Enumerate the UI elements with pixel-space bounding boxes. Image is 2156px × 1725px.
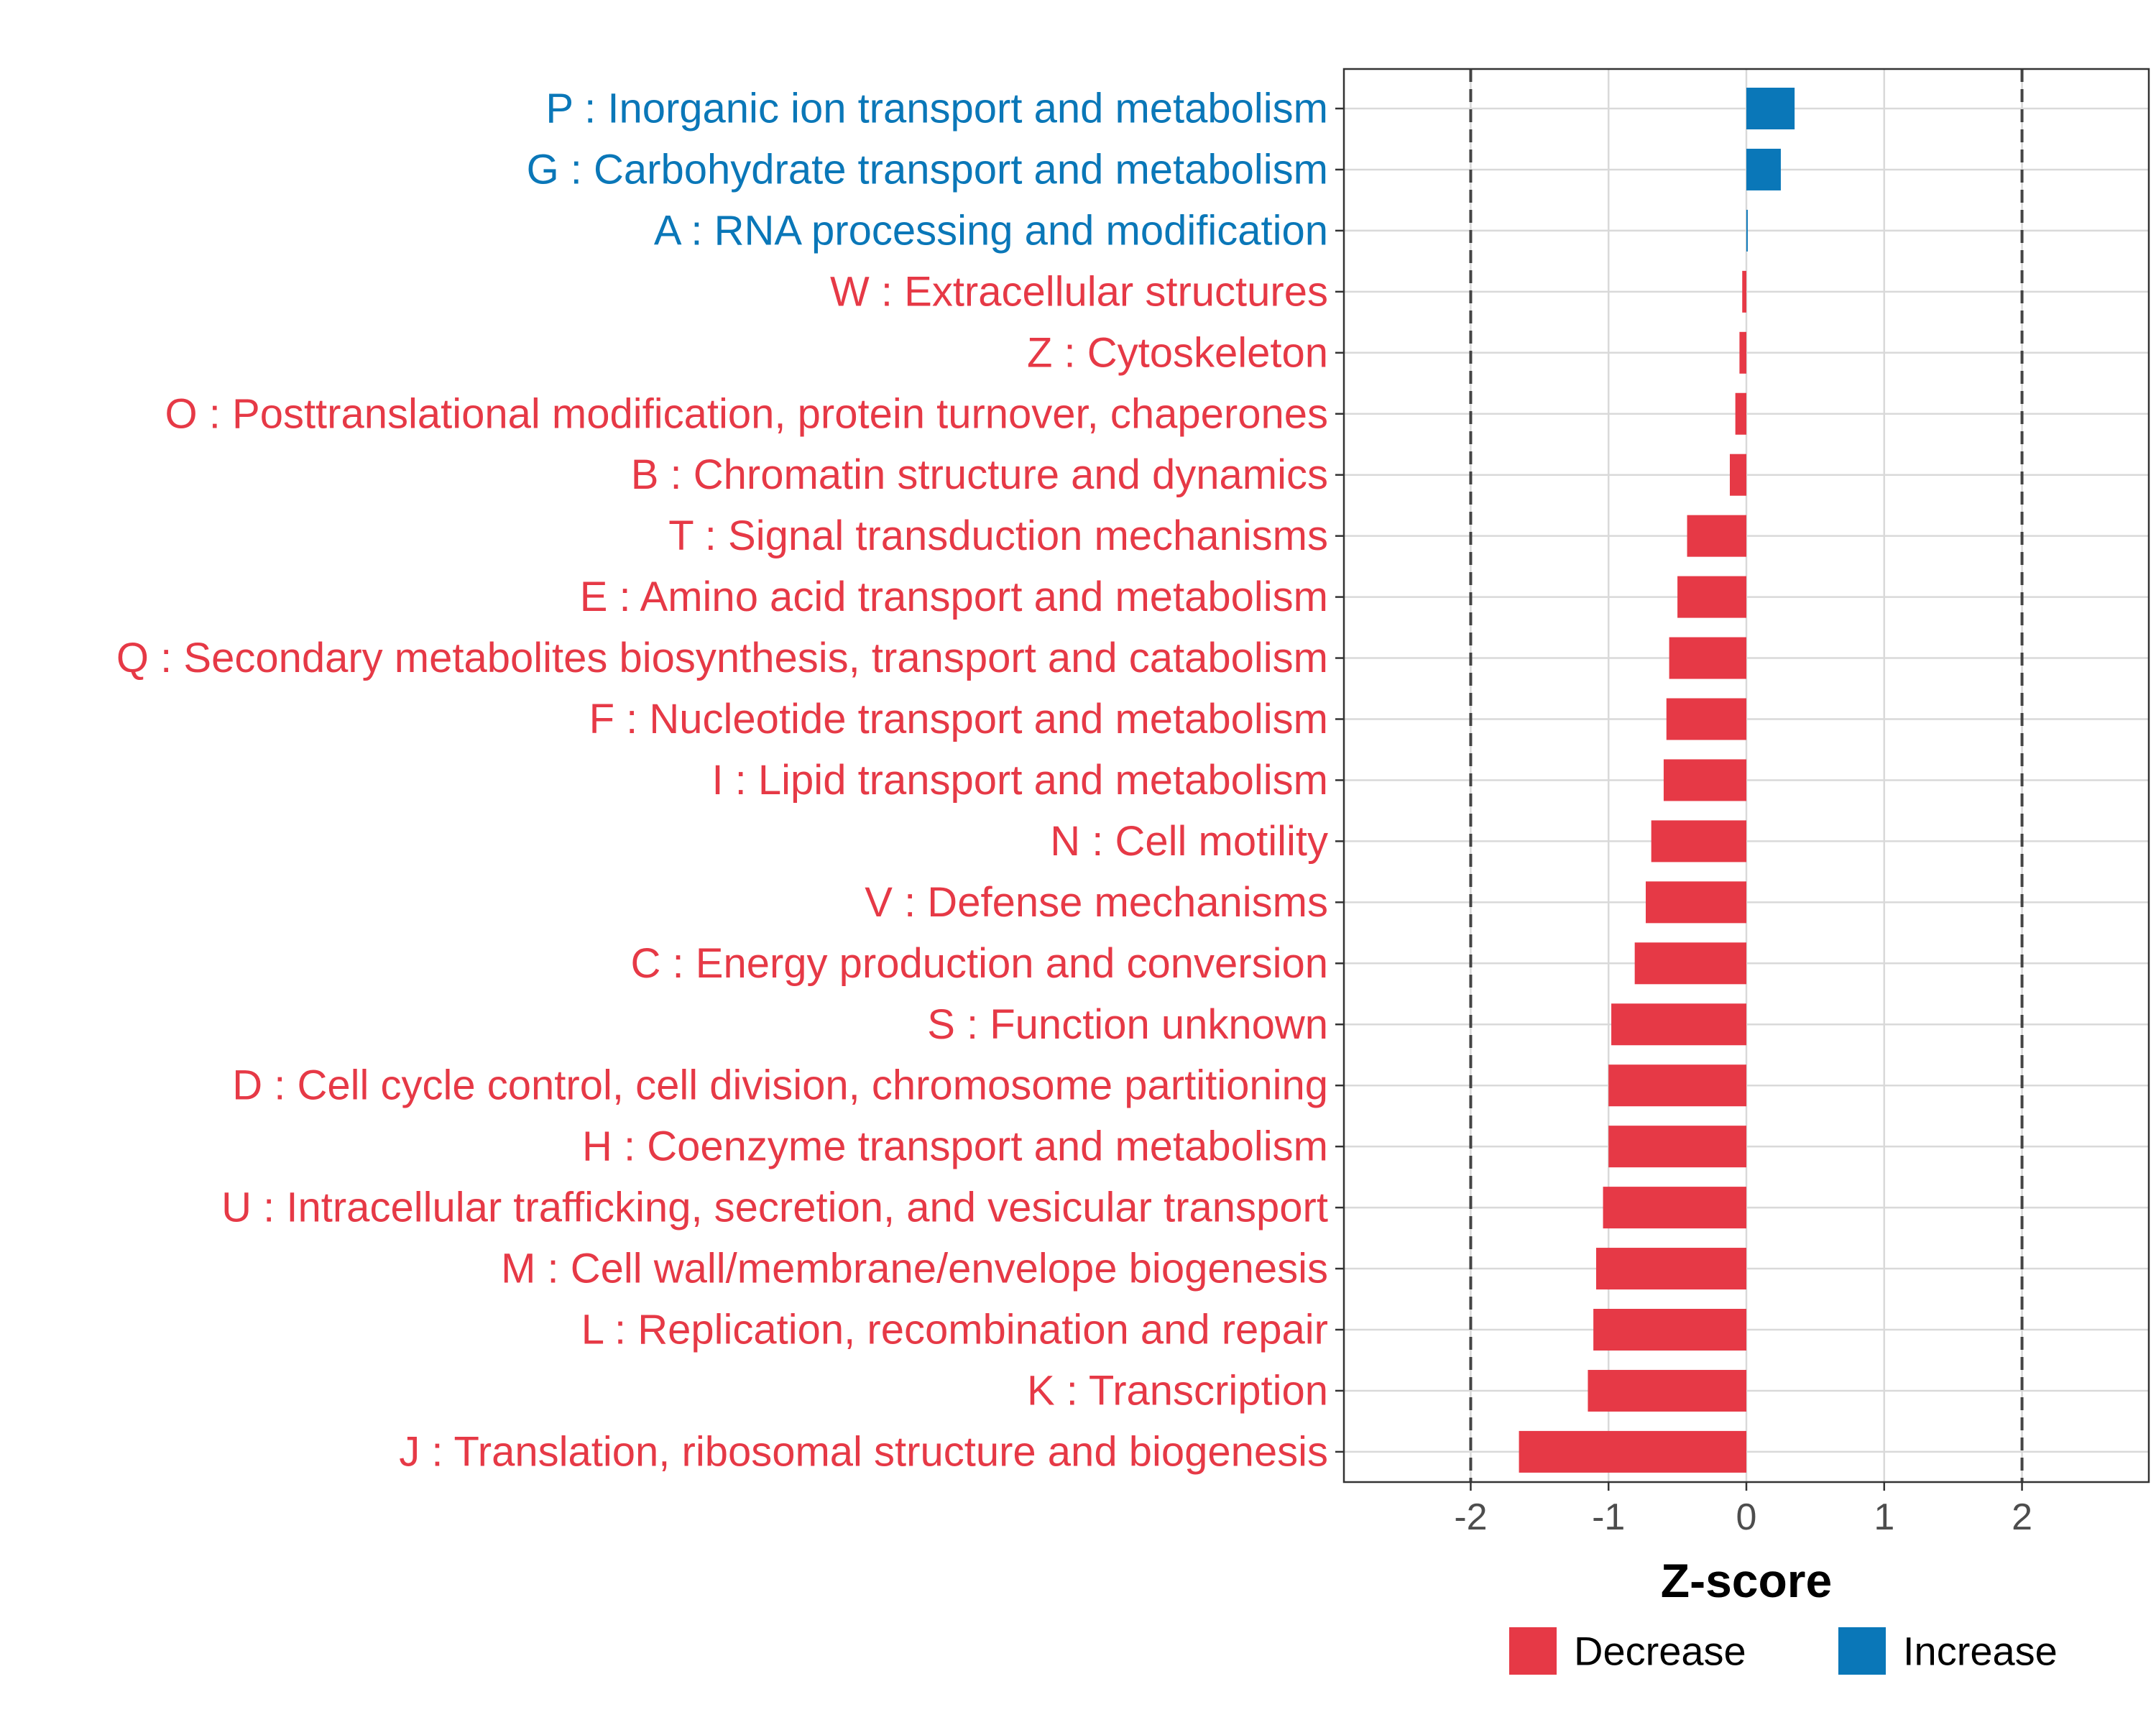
x-tick-label-3: 1	[1874, 1496, 1894, 1538]
bar-15	[1611, 1003, 1746, 1046]
category-label-11: I : Lipid transport and metabolism	[711, 757, 1328, 804]
bar-16	[1608, 1064, 1746, 1107]
category-label-0: P : Inorganic ion transport and metaboli…	[545, 86, 1328, 132]
bars	[1519, 88, 1795, 1473]
legend-label-increase: Increase	[1903, 1629, 2058, 1674]
bar-5	[1735, 392, 1746, 435]
bar-4	[1739, 331, 1746, 374]
x-tick-label-2: 0	[1736, 1496, 1757, 1538]
bar-0	[1746, 88, 1795, 129]
legend-swatch-decrease	[1509, 1627, 1557, 1675]
bar-2	[1746, 209, 1748, 252]
category-label-14: C : Energy production and conversion	[631, 940, 1328, 987]
bar-19	[1595, 1248, 1746, 1290]
legend-swatch-increase	[1838, 1627, 1886, 1675]
category-label-2: A : RNA processing and modification	[654, 207, 1328, 254]
bar-18	[1603, 1187, 1746, 1229]
bar-21	[1588, 1369, 1746, 1412]
x-axis-title: Z-score	[1661, 1554, 1832, 1607]
category-label-20: L : Replication, recombination and repai…	[581, 1307, 1328, 1353]
bar-10	[1666, 698, 1746, 740]
bar-7	[1687, 515, 1746, 557]
x-tick-label-4: 2	[2012, 1496, 2032, 1538]
y-axis-ticks	[1335, 107, 1344, 1453]
legend: Decrease Increase	[1509, 1627, 2058, 1675]
bar-12	[1651, 820, 1746, 862]
category-label-22: J : Translation, ribosomal structure and…	[399, 1428, 1328, 1475]
category-label-15: S : Function unknown	[927, 1001, 1328, 1048]
category-labels: P : Inorganic ion transport and metaboli…	[116, 86, 1328, 1476]
bar-6	[1729, 454, 1746, 496]
bar-22	[1519, 1430, 1746, 1473]
x-axis-ticks: -2 -1 0 1 2	[1454, 1482, 2032, 1538]
bar-14	[1634, 942, 1746, 985]
category-label-6: B : Chromatin structure and dynamics	[631, 451, 1328, 498]
legend-label-decrease: Decrease	[1574, 1629, 1746, 1674]
bar-17	[1608, 1126, 1746, 1168]
bar-8	[1677, 576, 1746, 618]
bar-20	[1593, 1309, 1746, 1351]
bar-9	[1669, 637, 1746, 679]
bar-11	[1663, 759, 1746, 801]
x-tick-label-1: -1	[1592, 1496, 1625, 1538]
category-label-16: D : Cell cycle control, cell division, c…	[232, 1062, 1328, 1109]
category-label-5: O : Posttranslational modification, prot…	[165, 390, 1328, 437]
reference-lines	[1469, 69, 2024, 1482]
category-label-21: K : Transcription	[1027, 1367, 1328, 1414]
category-label-9: Q : Secondary metabolites biosynthesis, …	[116, 635, 1328, 681]
category-label-1: G : Carbohydrate transport and metabolis…	[527, 146, 1328, 193]
category-label-12: N : Cell motility	[1050, 818, 1328, 865]
bar-1	[1746, 148, 1781, 190]
bar-3	[1742, 270, 1746, 313]
category-label-3: W : Extracellular structures	[830, 268, 1328, 315]
category-label-10: F : Nucleotide transport and metabolism	[589, 696, 1328, 742]
category-label-7: T : Signal transduction mechanisms	[668, 512, 1328, 559]
category-label-19: M : Cell wall/membrane/envelope biogenes…	[501, 1246, 1328, 1292]
category-label-8: E : Amino acid transport and metabolism	[580, 574, 1328, 620]
category-label-4: Z : Cytoskeleton	[1027, 329, 1328, 376]
x-tick-label-0: -2	[1454, 1496, 1487, 1538]
category-label-13: V : Defense mechanisms	[865, 879, 1328, 926]
category-label-17: H : Coenzyme transport and metabolism	[582, 1123, 1328, 1170]
bar-13	[1646, 881, 1746, 924]
category-label-18: U : Intracellular trafficking, secretion…	[221, 1184, 1328, 1231]
